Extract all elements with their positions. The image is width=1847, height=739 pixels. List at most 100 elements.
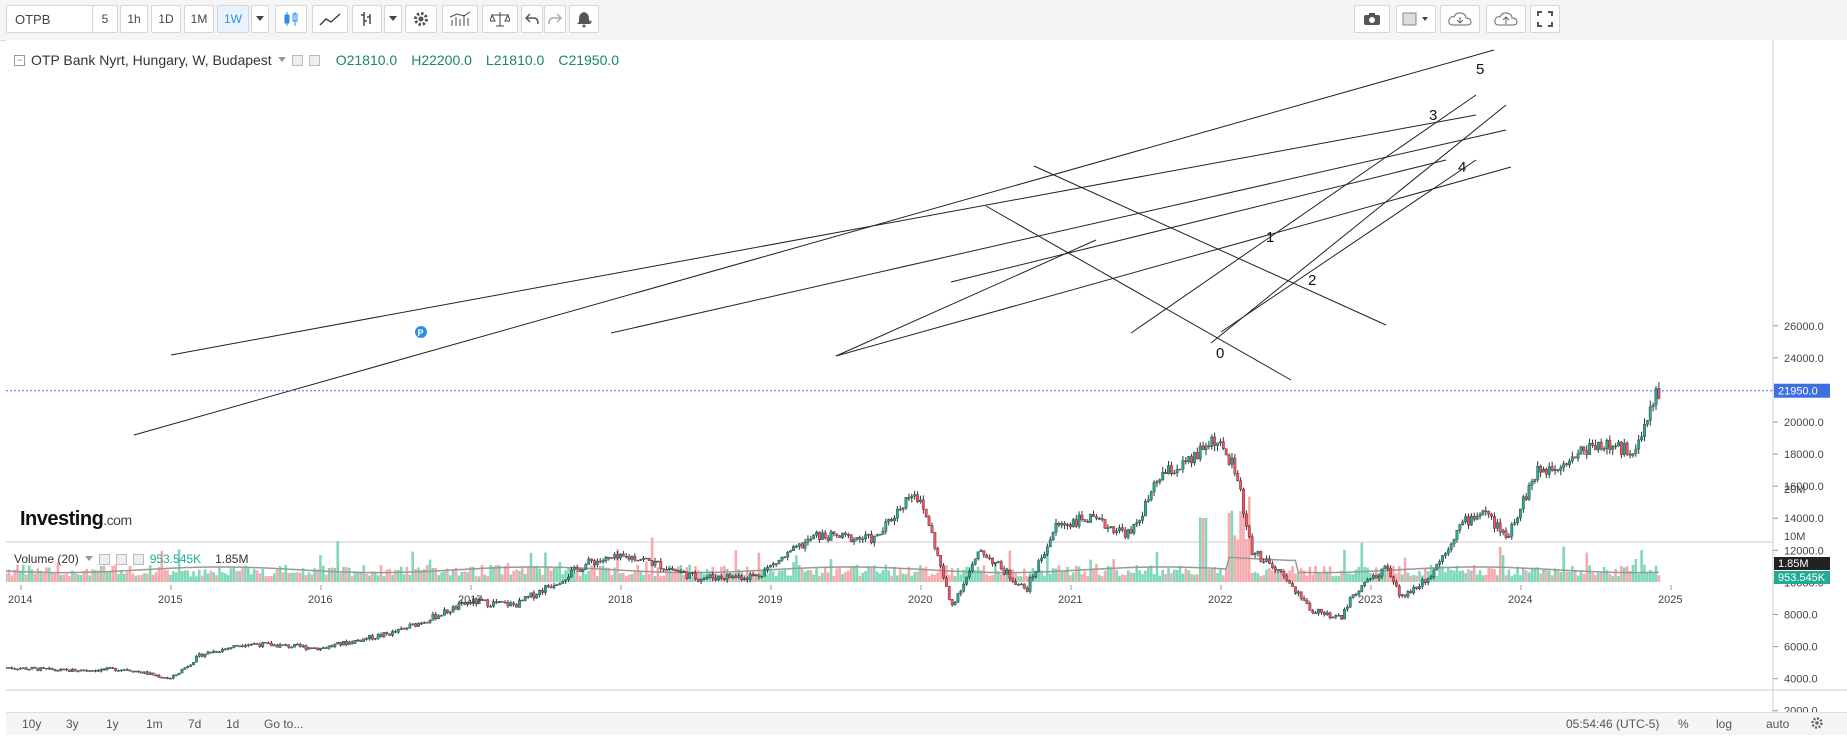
interval-1w-button[interactable]: 1W <box>217 5 249 33</box>
candle-body <box>356 639 360 642</box>
candle-body <box>1513 522 1517 525</box>
trend-line[interactable] <box>1033 165 1387 326</box>
trend-line[interactable] <box>950 159 1447 283</box>
settings-small-icon[interactable] <box>115 553 127 565</box>
eye-icon[interactable] <box>98 553 110 565</box>
candle-body <box>206 651 210 655</box>
range-3y-button[interactable]: 3y <box>66 717 79 731</box>
candle-body <box>111 667 115 669</box>
compare-button[interactable] <box>352 5 382 33</box>
volume-bar <box>431 568 435 582</box>
candle-body <box>1066 524 1069 526</box>
range-10y-button[interactable]: 10y <box>22 717 42 731</box>
layout-button[interactable] <box>1396 5 1436 33</box>
trend-line[interactable] <box>985 205 1292 381</box>
candle-body <box>68 669 71 672</box>
undo-button[interactable] <box>521 5 543 33</box>
time-tick-label: 2020 <box>908 594 932 606</box>
volume-bar <box>7 569 11 582</box>
marker-p-icon[interactable] <box>415 326 427 338</box>
candle-body <box>1285 575 1289 581</box>
trend-line[interactable] <box>835 239 1097 357</box>
trend-line[interactable] <box>170 114 1477 356</box>
candle-body <box>895 508 899 519</box>
candle-body <box>391 631 394 636</box>
volume-bar <box>1400 574 1404 582</box>
volume-bar <box>154 572 158 582</box>
trend-line[interactable] <box>133 49 1495 436</box>
trend-line[interactable] <box>835 166 1512 357</box>
candle-body <box>1132 523 1136 534</box>
candle-body <box>841 532 844 538</box>
interval-1d-button[interactable]: 1D <box>151 5 181 33</box>
fullscreen-button[interactable] <box>1530 5 1560 33</box>
candle-body <box>1138 520 1142 523</box>
candles-button[interactable] <box>275 5 307 33</box>
indicators-button[interactable] <box>312 5 348 33</box>
style-dropdown-button[interactable] <box>384 5 402 33</box>
interval-dropdown-button[interactable] <box>251 5 269 33</box>
time-tick-label: 2021 <box>1058 594 1082 606</box>
interval-1m-button[interactable]: 1M <box>184 5 214 33</box>
gear-icon[interactable] <box>1810 716 1824 730</box>
collapse-icon[interactable]: − <box>14 54 25 66</box>
candle-body <box>1034 571 1038 578</box>
volume-bar <box>1409 575 1413 582</box>
settings-small-icon[interactable] <box>308 54 320 66</box>
candle-body <box>1542 468 1545 473</box>
volume-bar <box>94 570 97 582</box>
log-toggle[interactable]: log <box>1716 717 1733 731</box>
candle-body <box>157 674 161 678</box>
volume-bar <box>1314 565 1317 582</box>
trend-line[interactable] <box>1220 159 1477 333</box>
candle-body <box>267 642 270 645</box>
symbol-input[interactable]: OTPB <box>6 5 106 33</box>
redo-button[interactable] <box>544 5 566 33</box>
candle-body <box>1167 465 1170 475</box>
auto-toggle[interactable]: auto <box>1766 717 1790 731</box>
candle-body <box>1198 445 1202 460</box>
candle-body <box>180 669 184 674</box>
alert-button[interactable] <box>569 5 599 33</box>
volume-bar <box>65 573 68 582</box>
percent-toggle[interactable]: % <box>1678 717 1689 731</box>
candle-body <box>353 640 357 644</box>
trend-line[interactable] <box>1130 94 1477 334</box>
interval-5-button[interactable]: 5 <box>92 5 118 33</box>
candle-body <box>529 592 533 597</box>
close-icon[interactable] <box>132 553 144 565</box>
volume-bar <box>806 569 810 582</box>
eye-icon[interactable] <box>291 54 303 66</box>
range-1d-button[interactable]: 1d <box>226 717 240 731</box>
candle-body <box>42 667 45 669</box>
candle-body <box>619 553 622 559</box>
volume-bar <box>1322 566 1326 582</box>
volume-bar <box>76 574 80 582</box>
goto-button[interactable]: Go to... <box>264 717 304 731</box>
chevron-down-icon[interactable] <box>84 556 93 562</box>
candle-body <box>108 667 112 669</box>
studies-button[interactable] <box>442 5 478 33</box>
save-chart-button[interactable] <box>1486 5 1526 33</box>
volume-bar <box>1556 570 1560 582</box>
volume-legend: Volume (20) 953.545K 1.85M <box>14 552 248 566</box>
candle-body <box>30 667 34 670</box>
chevron-down-icon[interactable] <box>277 57 286 63</box>
load-chart-button[interactable] <box>1440 5 1480 33</box>
range-1m-button[interactable]: 1m <box>146 717 163 731</box>
range-1y-button[interactable]: 1y <box>106 717 119 731</box>
trend-line[interactable] <box>610 129 1507 334</box>
interval-1h-button[interactable]: 1h <box>120 5 148 33</box>
candle-body <box>616 554 619 559</box>
volume-bar <box>310 574 314 582</box>
compare-scale-button[interactable] <box>482 5 518 33</box>
settings-button[interactable] <box>405 5 437 33</box>
range-7d-button[interactable]: 7d <box>188 717 202 731</box>
trend-line[interactable] <box>1210 104 1507 344</box>
screenshot-button[interactable] <box>1354 5 1390 33</box>
candle-body <box>947 586 951 600</box>
candle-body <box>999 561 1003 570</box>
candle-body <box>1175 469 1179 474</box>
